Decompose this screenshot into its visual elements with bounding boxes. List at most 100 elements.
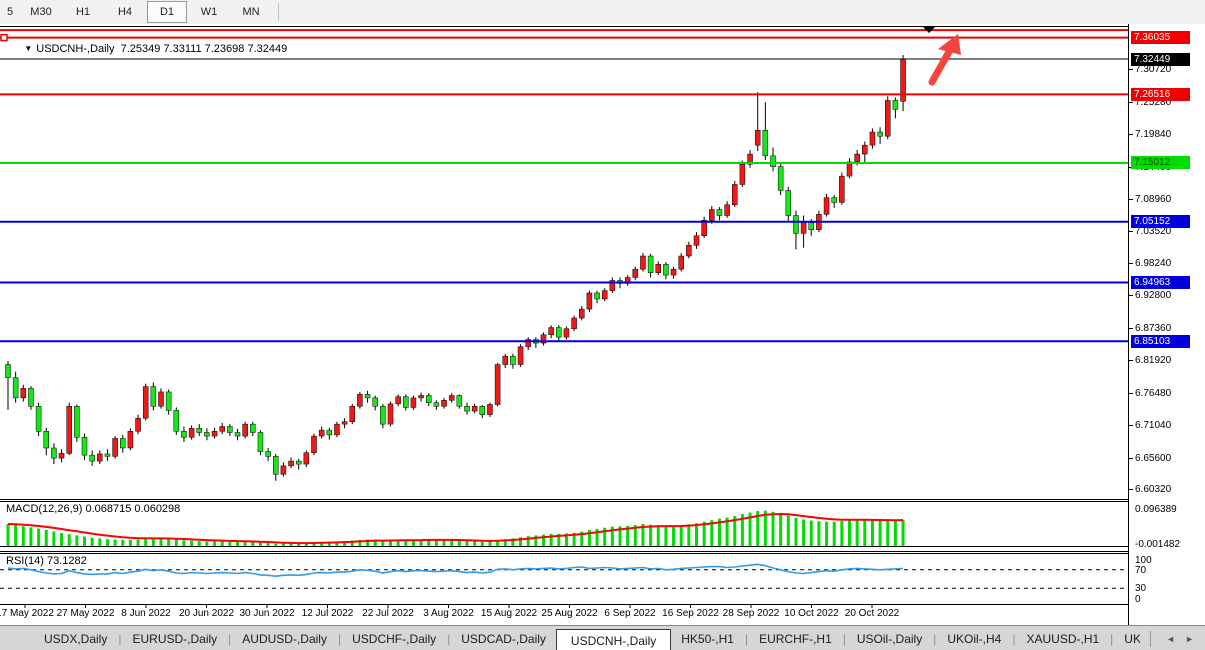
macd-signal-line [7, 512, 904, 545]
chart-tab-USDCNH-Daily[interactable]: USDCNH-,Daily [555, 629, 672, 650]
candle-body [693, 235, 700, 246]
candle-body [74, 406, 80, 438]
chart-tab-EURCHF-H1[interactable]: EURCHF-,H1 [759, 632, 832, 646]
chart-tab-XAUUSD-H1[interactable]: XAUUSD-,H1 [1026, 632, 1100, 646]
candle-body [219, 426, 225, 432]
timeframe-button-H4[interactable]: H4 [117, 6, 133, 18]
candle-body [426, 395, 432, 403]
chart-tab-EURUSD-Daily[interactable]: EURUSD-,Daily [132, 632, 218, 646]
macd-bar [159, 538, 163, 546]
candle-body [58, 453, 65, 459]
chart-tab-USOil-Daily[interactable]: USOil-,Daily [856, 632, 923, 646]
macd-axis-label: -0.001482 [1135, 539, 1181, 550]
date-label: 20 Jun 2022 [178, 608, 235, 619]
candle-body [418, 395, 424, 399]
macd-bar [37, 528, 41, 546]
chart-tab-UKOil-Daily[interactable]: UKOil-,Daily [1124, 632, 1141, 646]
macd-bar [542, 534, 545, 546]
candle-body [754, 129, 761, 146]
chart-area[interactable]: ▼ USDCNH-,Daily 7.25349 7.33111 7.23698 7… [0, 24, 1205, 625]
candle-body [808, 222, 814, 231]
candle-body [20, 388, 27, 399]
macd-bar [136, 539, 140, 546]
rsi-line [7, 563, 904, 578]
chart-tab-USDCHF-Daily[interactable]: USDCHF-,Daily [352, 632, 437, 646]
chart-tab-UKOil-H4[interactable]: UKOil-,H4 [947, 632, 1002, 646]
candle-body [181, 431, 187, 438]
tab-separator: | [933, 632, 937, 646]
candle-body [663, 264, 669, 276]
timeframe-button-W1[interactable]: W1 [200, 6, 218, 18]
macd-bar [121, 539, 125, 546]
candle-body [89, 454, 95, 462]
axis-tick-label: 7.30720 [1135, 64, 1172, 76]
timeframe-button-5[interactable]: 5 [6, 6, 14, 18]
top-marker-icon[interactable] [923, 27, 935, 33]
axis-tick-label: 6.71040 [1135, 420, 1172, 432]
macd-bar [457, 540, 461, 546]
price-level-label-7.26516: 7.26516 [1131, 87, 1190, 101]
date-label: 10 Oct 2022 [784, 608, 839, 619]
axis-tick [1129, 231, 1133, 233]
macd-bar [52, 531, 56, 546]
candle-body [150, 386, 157, 407]
macd-bar [197, 541, 201, 546]
macd-bar [396, 539, 400, 546]
candle-body [334, 423, 340, 436]
chart-tab-USDX-Daily[interactable]: USDX,Daily [44, 632, 108, 646]
chart-tab-HK50-H1[interactable]: HK50-,H1 [681, 632, 734, 646]
macd-bar [289, 543, 293, 546]
candle-body [380, 406, 386, 425]
arrow-annotation-head[interactable] [938, 34, 961, 55]
macd-bar [190, 540, 194, 546]
macd-bar [75, 535, 79, 546]
macd-bar [488, 541, 492, 546]
candle-body [349, 406, 355, 423]
macd-bar [572, 532, 576, 546]
timeframe-button-MN[interactable]: MN [242, 6, 260, 18]
candle-body [318, 429, 325, 437]
timeframe-button-H1[interactable]: H1 [75, 6, 91, 18]
price-chart-svg[interactable] [0, 24, 1129, 625]
macd-bar [641, 523, 645, 546]
candle-body [471, 406, 478, 412]
arrow-annotation-shaft[interactable] [928, 46, 954, 86]
macd-bar [465, 541, 469, 546]
macd-bar [756, 511, 760, 546]
macd-bar [389, 540, 392, 546]
macd-bar [60, 533, 64, 546]
macd-bar [595, 528, 599, 546]
axis-tick-label: 6.65600 [1135, 452, 1172, 464]
date-label: 30 Jun 2022 [239, 608, 295, 619]
macd-bar [878, 520, 882, 546]
axis-tick [1129, 101, 1133, 103]
symbol-dropdown-icon[interactable]: ▼ [24, 44, 33, 53]
axis-tick-label: 7.03520 [1135, 226, 1172, 238]
date-label: 6 Sep 2022 [604, 608, 656, 619]
axis-tick [1129, 199, 1133, 201]
axis-tick [1129, 392, 1133, 394]
chart-ohlc-values: 7.25349 7.33111 7.23698 7.32449 [120, 43, 288, 55]
chart-tab-AUDUSD-Daily[interactable]: AUDUSD-,Daily [242, 632, 327, 646]
macd-bar [549, 533, 553, 546]
tab-separator: | [337, 632, 342, 646]
timeframe-button-D1[interactable]: D1 [147, 1, 187, 23]
tab-separator: | [1012, 632, 1016, 646]
candle-body [173, 410, 180, 432]
macd-bar [258, 542, 262, 546]
macd-bar [320, 542, 324, 546]
level-handle[interactable] [0, 33, 8, 42]
macd-bar [243, 541, 247, 546]
date-label: 17 May 2022 [0, 608, 54, 619]
chart-tab-USDCAD-Daily[interactable]: USDCAD-,Daily [461, 632, 546, 646]
macd-bar [519, 537, 523, 546]
axis-tick [1129, 489, 1133, 490]
tab-scroll-right-button[interactable]: ► [1185, 633, 1194, 644]
price-axis[interactable]: 7.36035 7.32449 7.26516 7.15012 7.05152 6.949… [1128, 24, 1205, 625]
candle-body [387, 403, 394, 425]
axis-tick [1129, 262, 1133, 264]
macd-bar [67, 534, 71, 546]
timeframe-button-M30[interactable]: M30 [30, 6, 52, 18]
tab-scroll-left-button[interactable]: ◄ [1166, 633, 1176, 644]
candle-body [204, 432, 210, 437]
